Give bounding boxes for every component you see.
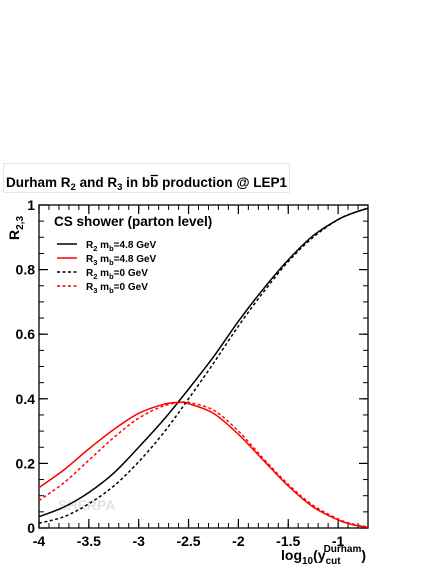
y-axis-label: R2,3 <box>6 216 26 240</box>
series-line-4 <box>38 400 369 528</box>
bbar-symbol: b <box>150 175 158 190</box>
x-axis-label: log10(ycutDurham) <box>281 544 366 567</box>
chart-title: Durham R2 and R3 in bb production @ LEP1 <box>6 175 288 193</box>
series-lines <box>38 207 369 529</box>
y-tick-label: 1 <box>27 197 35 213</box>
x-tick-label: -3 <box>132 533 145 549</box>
x-tick-label: -2.5 <box>176 533 200 549</box>
series-line-2 <box>38 401 369 529</box>
x-tick-label: -1 <box>332 533 345 549</box>
y-tick-label: 0 <box>27 520 35 536</box>
x-tick-label: -1.5 <box>276 533 300 549</box>
series-line-1 <box>38 207 369 518</box>
legend-label-3: R2 mb=0 GeV <box>86 268 148 281</box>
axis-ticks <box>38 204 368 529</box>
legend-label-4: R3 mb=0 GeV <box>86 282 148 295</box>
x-tick-label: -4 <box>33 533 46 549</box>
legend-label-2: R3 mb=4.8 GeV <box>86 254 157 267</box>
legend-label-1: R2 mb=4.8 GeV <box>86 240 157 253</box>
axis-tick-labels: -4 -3.5 -3 -2.5 -2 -1.5 -1 0 0.2 0.4 0.6 0.8 1 <box>16 197 345 549</box>
x-tick-label: -3.5 <box>77 533 101 549</box>
y-tick-label: 0.4 <box>16 391 36 407</box>
plot-label: CS shower (parton level) <box>54 214 212 229</box>
title-frame <box>3 163 290 193</box>
series-line-3 <box>38 207 369 524</box>
y-tick-label: 0.6 <box>16 326 36 342</box>
y-tick-label: 0.8 <box>16 262 36 278</box>
x-tick-label: -2 <box>232 533 245 549</box>
y-tick-label: 0.2 <box>16 455 36 471</box>
